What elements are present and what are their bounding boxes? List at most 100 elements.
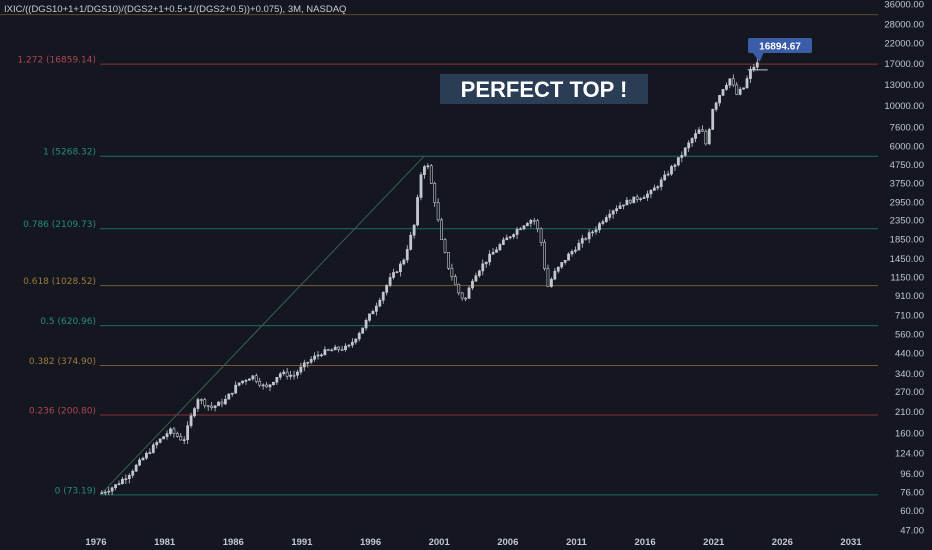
candle-body[interactable] <box>601 221 605 224</box>
candle-body[interactable] <box>543 241 546 269</box>
candle-body[interactable] <box>488 253 492 263</box>
candle-body[interactable] <box>423 166 426 175</box>
candle-body[interactable] <box>241 380 244 384</box>
candle-body[interactable] <box>251 375 255 380</box>
candle-body[interactable] <box>285 371 289 377</box>
candle-body[interactable] <box>392 272 395 278</box>
candle-body[interactable] <box>467 287 471 299</box>
candle-body[interactable] <box>399 263 402 273</box>
candle-body[interactable] <box>357 333 361 340</box>
candle-body[interactable] <box>536 220 540 230</box>
candle-body[interactable] <box>193 408 196 417</box>
candle-body[interactable] <box>694 133 697 139</box>
candle-body[interactable] <box>175 433 179 437</box>
candle-body[interactable] <box>117 483 121 485</box>
candle-body[interactable] <box>155 442 159 446</box>
candle-body[interactable] <box>402 259 406 265</box>
candle-body[interactable] <box>110 487 114 492</box>
candle-body[interactable] <box>652 187 656 191</box>
candle-body[interactable] <box>670 166 673 175</box>
candle-body[interactable] <box>364 320 368 329</box>
candle-body[interactable] <box>608 213 612 218</box>
candle-body[interactable] <box>676 157 680 166</box>
candle-body[interactable] <box>598 223 601 231</box>
candle-body[interactable] <box>546 268 550 287</box>
candle-body[interactable] <box>350 341 354 346</box>
candle-body[interactable] <box>306 361 310 364</box>
candle-body[interactable] <box>196 399 200 409</box>
candle-body[interactable] <box>436 202 440 221</box>
candle-body[interactable] <box>199 399 203 401</box>
candle-body[interactable] <box>646 193 649 198</box>
candle-body[interactable] <box>223 398 227 405</box>
candle-body[interactable] <box>663 174 667 181</box>
candle-body[interactable] <box>666 173 670 176</box>
candle-body[interactable] <box>639 198 643 200</box>
candle-body[interactable] <box>704 131 708 145</box>
candle-body[interactable] <box>443 239 447 253</box>
candle-body[interactable] <box>217 401 220 407</box>
candle-body[interactable] <box>151 444 155 453</box>
candle-body[interactable] <box>179 436 183 441</box>
candle-body[interactable] <box>395 271 399 274</box>
candle-body[interactable] <box>347 344 351 347</box>
candle-body[interactable] <box>556 266 560 272</box>
candle-body[interactable] <box>574 249 577 252</box>
candle-body[interactable] <box>731 78 735 86</box>
candle-body[interactable] <box>186 425 190 441</box>
candle-body[interactable] <box>261 384 265 387</box>
candle-body[interactable] <box>313 355 317 360</box>
candle-body[interactable] <box>642 197 646 199</box>
candle-body[interactable] <box>474 275 478 282</box>
candle-body[interactable] <box>659 179 663 187</box>
candle-body[interactable] <box>625 199 629 206</box>
candle-body[interactable] <box>378 299 382 307</box>
candle-body[interactable] <box>292 374 296 377</box>
candle-body[interactable] <box>323 349 327 356</box>
candle-body[interactable] <box>361 327 365 334</box>
candle-body[interactable] <box>725 84 728 90</box>
candle-body[interactable] <box>567 253 570 261</box>
candle-body[interactable] <box>481 263 485 272</box>
candle-body[interactable] <box>460 292 464 299</box>
candle-body[interactable] <box>742 87 745 90</box>
candle-body[interactable] <box>426 165 430 168</box>
candle-body[interactable] <box>560 262 564 268</box>
candle-body[interactable] <box>326 349 330 351</box>
candle-body[interactable] <box>728 78 732 86</box>
candle-body[interactable] <box>388 277 392 286</box>
candle-body[interactable] <box>656 186 660 189</box>
candle-body[interactable] <box>611 210 615 215</box>
candle-body[interactable] <box>505 237 509 241</box>
candle-body[interactable] <box>539 228 543 243</box>
candle-body[interactable] <box>234 384 238 394</box>
candle-body[interactable] <box>508 236 512 239</box>
candle-body[interactable] <box>591 231 594 234</box>
candle-body[interactable] <box>275 376 279 383</box>
candle-body[interactable] <box>697 129 701 134</box>
candle-body[interactable] <box>690 138 694 144</box>
candle-body[interactable] <box>687 142 691 149</box>
candle-body[interactable] <box>755 62 759 68</box>
candle-body[interactable] <box>169 428 172 434</box>
candle-body[interactable] <box>268 384 272 388</box>
candle-body[interactable] <box>206 405 210 407</box>
candle-body[interactable] <box>433 183 437 203</box>
candle-body[interactable] <box>278 373 282 378</box>
candle-body[interactable] <box>529 219 533 224</box>
candle-body[interactable] <box>498 244 502 251</box>
candle-body[interactable] <box>381 292 385 301</box>
candle-body[interactable] <box>182 439 186 442</box>
candle-body[interactable] <box>213 405 217 408</box>
candle-body[interactable] <box>203 399 207 406</box>
candle-body[interactable] <box>344 345 347 350</box>
candle-body[interactable] <box>289 374 292 377</box>
candle-body[interactable] <box>107 490 111 493</box>
candle-body[interactable] <box>752 66 756 70</box>
candle-body[interactable] <box>522 225 526 230</box>
candle-body[interactable] <box>100 492 104 494</box>
candle-body[interactable] <box>299 366 303 373</box>
price-tag[interactable] <box>748 38 812 53</box>
candle-body[interactable] <box>429 165 433 184</box>
